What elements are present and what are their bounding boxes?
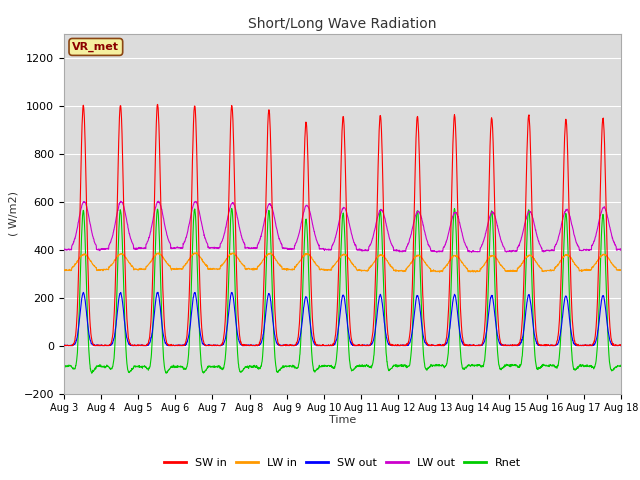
Text: VR_met: VR_met (72, 42, 119, 52)
Title: Short/Long Wave Radiation: Short/Long Wave Radiation (248, 17, 436, 31)
X-axis label: Time: Time (329, 415, 356, 425)
Y-axis label: ( W/m2): ( W/m2) (8, 191, 18, 236)
Legend: SW in, LW in, SW out, LW out, Rnet: SW in, LW in, SW out, LW out, Rnet (159, 453, 525, 472)
